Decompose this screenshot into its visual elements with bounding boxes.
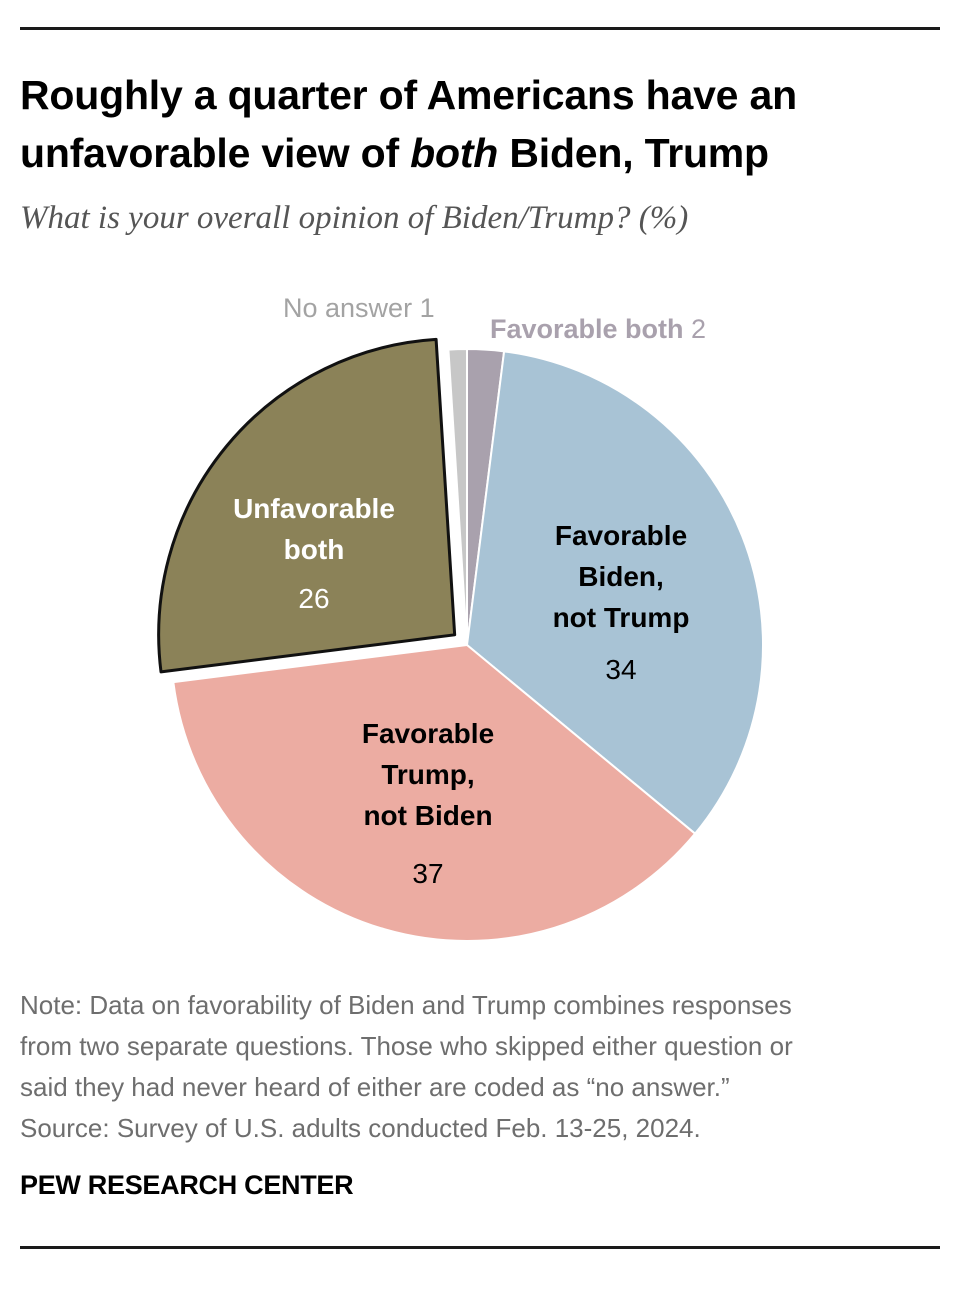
slice-label-unfavorable-both-line-1: Unfavorable bbox=[233, 493, 395, 524]
slice-value-favorable-biden-not-trump: 34 bbox=[605, 654, 636, 685]
title-emphasis: both bbox=[410, 130, 499, 176]
slice-label-favorable-both: Favorable both 2 bbox=[490, 314, 706, 344]
top-rule bbox=[20, 27, 940, 30]
pie-slice-unfavorable-both bbox=[157, 337, 457, 674]
slice-value-unfavorable-both: 26 bbox=[298, 583, 329, 614]
title-text-part1: Roughly a quarter of Americans have an u… bbox=[20, 72, 797, 176]
chart-title: Roughly a quarter of Americans have an u… bbox=[20, 66, 950, 182]
slice-value-no-answer: 1 bbox=[420, 293, 435, 323]
note-line-1: Note: Data on favorability of Biden and … bbox=[20, 990, 792, 1020]
pie-slice-no-answer bbox=[447, 347, 468, 646]
slice-label-favorable-trump-not-biden-line-3: not Biden bbox=[363, 800, 492, 831]
pie-slice-favorable-trump-not-biden bbox=[172, 643, 697, 942]
note-line-3: said they had never heard of either are … bbox=[20, 1072, 730, 1102]
source-line: Source: Survey of U.S. adults conducted … bbox=[20, 1113, 701, 1143]
slice-label-no-answer: No answer 1 bbox=[283, 293, 435, 323]
slice-label-favorable-trump-not-biden-line-1: Favorable bbox=[362, 718, 494, 749]
slice-label-favorable-biden-not-trump-line-3: not Trump bbox=[553, 602, 690, 633]
slice-label-favorable-biden-not-trump-line-2: Biden, bbox=[578, 561, 664, 592]
note-line-2: from two separate questions. Those who s… bbox=[20, 1031, 793, 1061]
slice-label-favorable-trump-not-biden-line-2: Trump, bbox=[381, 759, 474, 790]
chart-subtitle: What is your overall opinion of Biden/Tr… bbox=[20, 200, 689, 236]
slice-value-favorable-both: 2 bbox=[691, 314, 706, 344]
pew-logo-text: PEW RESEARCH CENTER bbox=[20, 1170, 354, 1200]
slice-value-favorable-trump-not-biden: 37 bbox=[412, 858, 443, 889]
slice-label-unfavorable-both-line-2: both bbox=[284, 534, 345, 565]
title-text-part2: Biden, Trump bbox=[498, 130, 769, 176]
slice-name-favorable-both: Favorable both bbox=[490, 314, 691, 344]
slice-name-no-answer: No answer bbox=[283, 293, 420, 323]
chart-note: Note: Data on favorability of Biden and … bbox=[20, 985, 950, 1149]
slice-label-favorable-biden-not-trump-line-1: Favorable bbox=[555, 520, 687, 551]
bottom-rule bbox=[20, 1246, 940, 1249]
pie-slice-favorable-biden-not-trump bbox=[465, 350, 764, 836]
pie-chart: Favorable both 2 Favorable Biden, not Trump… bbox=[157, 293, 764, 942]
